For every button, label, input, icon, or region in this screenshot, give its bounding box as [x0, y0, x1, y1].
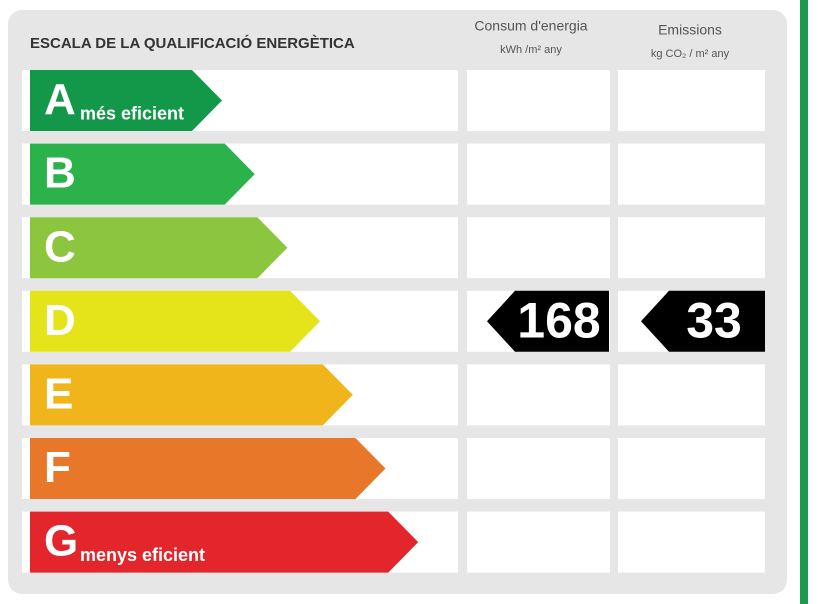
emissions-cell: [618, 217, 765, 279]
emissions-cell: [618, 70, 765, 131]
class-arrow: [30, 438, 386, 499]
column-unit: kg CO₂ / m² any: [651, 48, 730, 60]
energy-cell: [467, 70, 610, 131]
value-label: 33: [686, 293, 742, 349]
class-note: menys eficient: [80, 545, 205, 565]
class-arrow: [30, 217, 288, 279]
value-badge: [487, 290, 609, 352]
energy-cell: [467, 511, 610, 573]
class-arrow: [30, 511, 419, 573]
energy-cell: [467, 438, 610, 499]
class-arrow: [30, 70, 222, 131]
class-letter: F: [44, 443, 71, 492]
class-arrow: [30, 364, 353, 426]
energy-cell: [467, 143, 610, 205]
column-title: Consum d'energia: [474, 18, 587, 34]
class-letter: B: [44, 149, 76, 198]
energy-cell: [467, 364, 610, 426]
energy-cell: [467, 217, 610, 279]
class-letter: A: [44, 75, 76, 124]
title: ESCALA DE LA QUALIFICACIÓ ENERGÈTICA: [30, 34, 355, 52]
class-letter: D: [44, 296, 76, 345]
column-title: Emissions: [658, 22, 722, 38]
emissions-cell: [618, 143, 765, 205]
column-unit: kWh /m² any: [500, 44, 562, 56]
side-bar: [800, 0, 808, 604]
emissions-cell: [618, 438, 765, 499]
class-letter: C: [44, 222, 76, 271]
value-badge: [641, 290, 765, 352]
class-letter: E: [44, 370, 73, 419]
class-arrow: [30, 290, 321, 352]
class-note: més eficient: [80, 103, 184, 123]
value-label: 168: [517, 293, 600, 349]
class-letter: G: [44, 517, 78, 566]
emissions-cell: [618, 364, 765, 426]
class-arrow: [30, 143, 255, 205]
emissions-cell: [618, 511, 765, 573]
